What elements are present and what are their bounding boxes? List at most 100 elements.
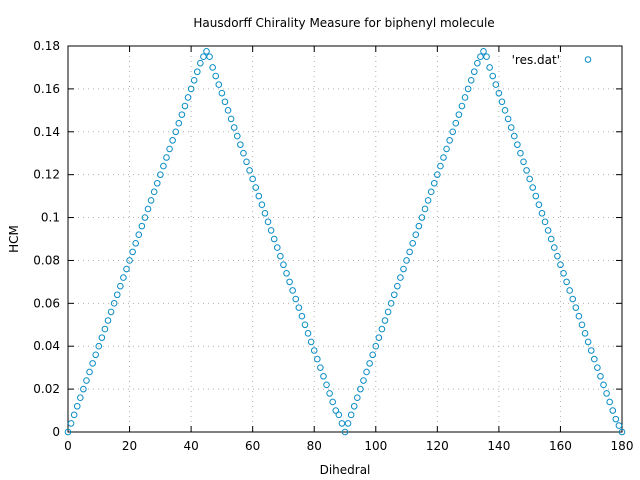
y-tick-label: 0.18 [33,39,60,53]
data-point [341,428,349,436]
data-point [243,158,250,166]
data-point [458,102,466,110]
x-axis-label: Dihedral [320,463,371,477]
data-point [120,274,127,281]
y-tick-label: 0.14 [33,125,60,139]
data-point [273,244,281,251]
data-point [495,89,503,97]
data-point [215,81,223,88]
data-point [86,368,93,376]
data-point [292,295,300,303]
data-point [381,317,389,324]
data-point [504,115,512,123]
data-point [569,295,577,303]
data-point [307,338,315,346]
y-tick-label: 0.12 [33,168,60,182]
data-point [107,308,115,316]
data-point [618,428,626,436]
data-point [584,338,592,346]
data-point [233,132,241,140]
data-point [612,415,620,423]
data-point [489,72,497,80]
data-point [166,145,173,153]
data-point [603,390,610,397]
x-tick-label: 180 [611,439,634,453]
data-point [372,342,380,350]
data-point [310,347,318,354]
data-point [357,385,364,393]
data-point [526,175,533,183]
data-point [320,372,327,380]
data-point [237,141,244,148]
data-point [547,235,555,243]
data-point [554,252,561,260]
data-point [175,119,183,127]
data-point [323,381,330,389]
data-point [301,321,309,329]
data-point [591,355,598,363]
legend-marker [584,56,592,63]
data-point [289,287,296,294]
data-point [397,274,404,281]
data-point [541,218,549,226]
x-tick-label: 120 [426,439,449,453]
data-point [67,420,75,427]
data-point [514,141,521,148]
x-tick-label: 40 [183,439,198,453]
data-point [144,205,152,213]
data-point [169,137,176,144]
data-point [544,227,552,234]
data-point [615,422,623,429]
data-point [523,167,530,174]
data-point [560,270,567,277]
data-point [181,102,189,110]
data-point [360,377,367,384]
legend-label: 'res.dat' [512,53,560,67]
x-tick-label: 100 [364,439,387,453]
data-point [280,261,287,269]
data-point [427,188,435,196]
data-point [77,394,84,401]
data-point [267,227,275,234]
data-point [172,128,180,136]
data-point [249,175,256,183]
data-point [394,282,401,290]
data-point [230,124,238,131]
data-point [550,244,558,251]
data-point [314,355,321,363]
data-point [409,239,417,247]
data-point [141,214,149,221]
data-point [184,94,192,101]
data-point [363,368,370,376]
x-tick-label: 140 [487,439,510,453]
data-point [437,162,444,170]
data-point [123,265,130,273]
data-point [261,209,269,217]
data-point [95,342,103,350]
data-point [258,201,266,208]
data-point [461,94,469,101]
data-point [64,428,72,436]
data-point [572,304,580,311]
data-point [455,111,463,118]
x-tick-label: 0 [64,439,72,453]
data-point [609,407,617,414]
data-point [252,184,260,191]
y-tick-label: 0.1 [41,211,60,225]
data-point [304,330,312,337]
data-point [517,149,524,157]
data-point [587,347,595,354]
data-point [190,77,198,84]
data-point [470,68,478,76]
data-point [467,77,475,84]
data-point [430,179,438,187]
data-point [406,248,413,256]
data-point [597,372,604,380]
data-point [498,98,506,106]
data-point [452,119,460,127]
data-point [80,385,87,393]
data-point [477,53,484,61]
gridlines [68,46,622,432]
data-point [507,124,515,131]
